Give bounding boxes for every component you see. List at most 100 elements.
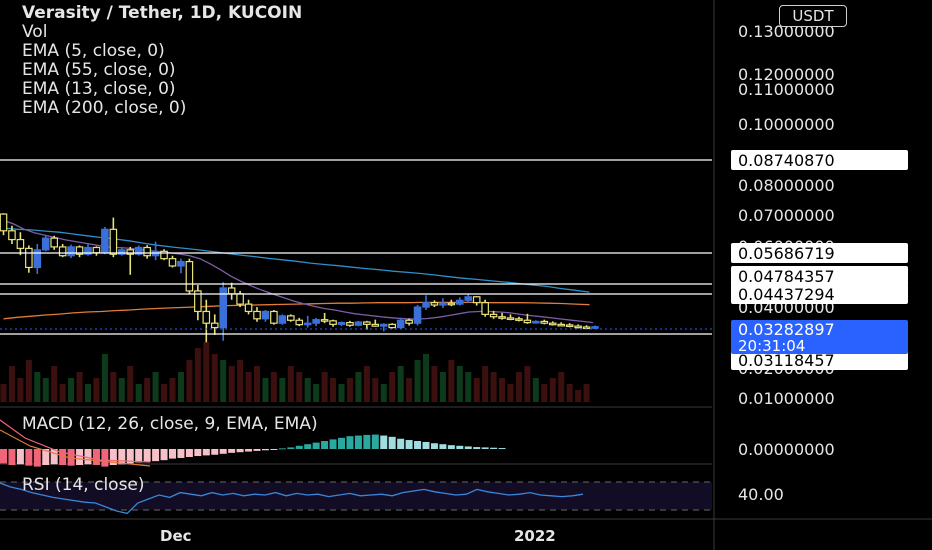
- macd-bar: [312, 442, 320, 449]
- level-label-text: 0.04784357: [738, 267, 835, 286]
- macd-bar: [295, 445, 303, 449]
- candle-body: [126, 249, 135, 255]
- macd-bar: [397, 438, 405, 449]
- indicator-vol[interactable]: Vol: [22, 22, 48, 42]
- macd-bar: [481, 447, 489, 449]
- candle-body: [346, 322, 354, 326]
- volume-bar: [161, 384, 168, 402]
- candle-body: [33, 249, 42, 269]
- candle-body: [287, 315, 295, 321]
- macd-bar: [245, 449, 253, 452]
- volume-bar: [186, 360, 193, 402]
- level-label-text: 0.05686719: [738, 244, 835, 263]
- current-price-bg: [731, 320, 908, 354]
- volume-bar: [270, 372, 277, 402]
- volume-bar: [515, 372, 522, 402]
- symbol-title[interactable]: Verasity / Tether, 1D, KUCOIN: [22, 3, 303, 23]
- macd-bar: [84, 449, 92, 465]
- indicator-ema-5[interactable]: EMA (5, close, 0): [22, 41, 165, 61]
- currency-button[interactable]: USDT: [779, 5, 847, 27]
- volume-bar: [363, 366, 370, 402]
- volume-bar: [194, 348, 201, 402]
- candle-body: [532, 320, 540, 324]
- macd-label[interactable]: MACD (12, 26, close, 9, EMA, EMA): [22, 414, 318, 434]
- candle-body: [422, 302, 430, 308]
- rsi-label[interactable]: RSI (14, close): [22, 475, 145, 495]
- macd-bar: [490, 447, 498, 449]
- level-label-bg: [731, 350, 908, 370]
- volume-bar: [177, 372, 184, 402]
- volume-bar: [279, 378, 286, 402]
- candle-body: [506, 317, 515, 321]
- volume-bar: [0, 384, 7, 402]
- candle-body: [168, 258, 177, 267]
- candle-body: [371, 323, 380, 327]
- volume-bar: [355, 372, 362, 402]
- candle-body: [396, 319, 405, 329]
- volume-bar: [110, 372, 117, 402]
- volume-bar: [482, 366, 489, 402]
- macd-bar: [50, 449, 58, 465]
- macd-bar: [414, 441, 422, 449]
- candle-body: [253, 310, 261, 320]
- volume-bar: [541, 384, 548, 402]
- macd-bar: [25, 449, 33, 466]
- indicator-ema-55[interactable]: EMA (55, close, 0): [22, 60, 176, 80]
- macd-bar: [33, 449, 41, 467]
- macd-line: [0, 429, 151, 467]
- candle-body: [329, 320, 337, 325]
- macd-bar: [76, 449, 84, 465]
- volume-bar: [135, 384, 142, 402]
- volume-bar: [85, 384, 91, 402]
- volume-bar: [524, 366, 531, 402]
- volume-bar: [254, 366, 260, 402]
- volume-bar: [51, 366, 58, 402]
- macd-bar: [92, 449, 100, 465]
- ema-line: [3, 227, 590, 293]
- candle-body: [202, 310, 211, 324]
- volume-bar: [25, 360, 32, 402]
- candle-body: [67, 246, 75, 257]
- volume-bar: [118, 378, 125, 402]
- macd-bar: [354, 435, 362, 449]
- candle-body: [134, 246, 143, 255]
- macd-bar: [152, 449, 160, 462]
- candle-body: [236, 293, 244, 305]
- volume-bar: [262, 378, 269, 402]
- volume-bar: [220, 360, 227, 402]
- volume-bar: [558, 372, 565, 402]
- level-label: 0.08740870: [731, 150, 908, 170]
- macd-bar: [42, 449, 50, 465]
- rsi-band: [0, 482, 712, 510]
- volume-bar: [499, 378, 506, 402]
- macd-bar: [253, 449, 261, 451]
- candle-body: [498, 316, 506, 319]
- indicator-ema-200[interactable]: EMA (200, close, 0): [22, 98, 187, 118]
- volume-bar: [152, 372, 159, 402]
- macd-bar: [261, 449, 269, 451]
- macd-bar: [202, 449, 210, 456]
- level-label: 0.04437294: [731, 284, 908, 304]
- candle-body: [388, 323, 397, 329]
- macd-bar: [219, 449, 227, 454]
- macd-bar: [456, 445, 464, 449]
- indicator-ema-13[interactable]: EMA (13, close, 0): [22, 79, 176, 99]
- candle-body: [58, 246, 67, 257]
- macd-axis-label: 0.00000000: [738, 440, 835, 459]
- macd-bar: [8, 449, 16, 465]
- macd-bar: [126, 449, 134, 464]
- candle-body: [109, 228, 118, 255]
- candle-body: [117, 249, 126, 255]
- candle-body: [489, 313, 498, 318]
- volume-bar: [237, 360, 244, 402]
- volume-bar: [431, 366, 438, 402]
- y-tick-label: 0.11000000: [738, 80, 835, 99]
- candle-body: [303, 322, 312, 326]
- candle-body: [456, 299, 464, 305]
- level-label-text: 0.04437294: [738, 285, 835, 304]
- macd-bar: [16, 449, 24, 465]
- macd-bar: [346, 436, 354, 449]
- volume-bar: [380, 384, 387, 402]
- ema-line: [3, 301, 590, 320]
